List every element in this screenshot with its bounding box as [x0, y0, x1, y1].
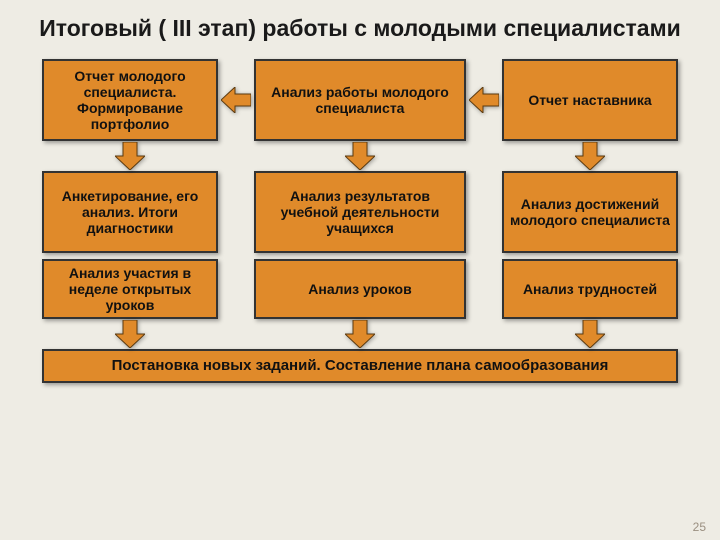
arrow-left-1 [218, 59, 254, 141]
arrow-down-r3c1 [42, 319, 218, 349]
arrow-down-r1c1 [42, 141, 218, 171]
box-questionnaire: Анкетирование, его анализ. Итоги диагнос… [42, 171, 218, 253]
wide-row: Постановка новых заданий. Составление пл… [42, 349, 678, 401]
diagram-grid: Отчет молодого специалиста. Формирование… [18, 59, 702, 401]
box-report-specialist: Отчет молодого специалиста. Формирование… [42, 59, 218, 141]
arrow-left-2 [466, 59, 502, 141]
page-number: 25 [693, 520, 706, 534]
diagram-title: Итоговый ( III этап) работы с молодыми с… [18, 14, 702, 43]
arrow-down-r3c3 [502, 319, 678, 349]
box-lesson-analysis: Анализ уроков [254, 259, 466, 319]
arrow-down-r1c2 [254, 141, 466, 171]
arrow-down-r1c3 [502, 141, 678, 171]
box-mentor-report: Отчет наставника [502, 59, 678, 141]
box-analysis-achievements: Анализ достижений молодого специалиста [502, 171, 678, 253]
arrow-down-r3c2 [254, 319, 466, 349]
box-open-lessons: Анализ участия в неделе открытых уроков [42, 259, 218, 319]
box-difficulties: Анализ трудностей [502, 259, 678, 319]
box-analysis-results: Анализ результатов учебной деятельности … [254, 171, 466, 253]
box-new-tasks: Постановка новых заданий. Составление пл… [42, 349, 678, 383]
box-analysis-work: Анализ работы молодого специалиста [254, 59, 466, 141]
